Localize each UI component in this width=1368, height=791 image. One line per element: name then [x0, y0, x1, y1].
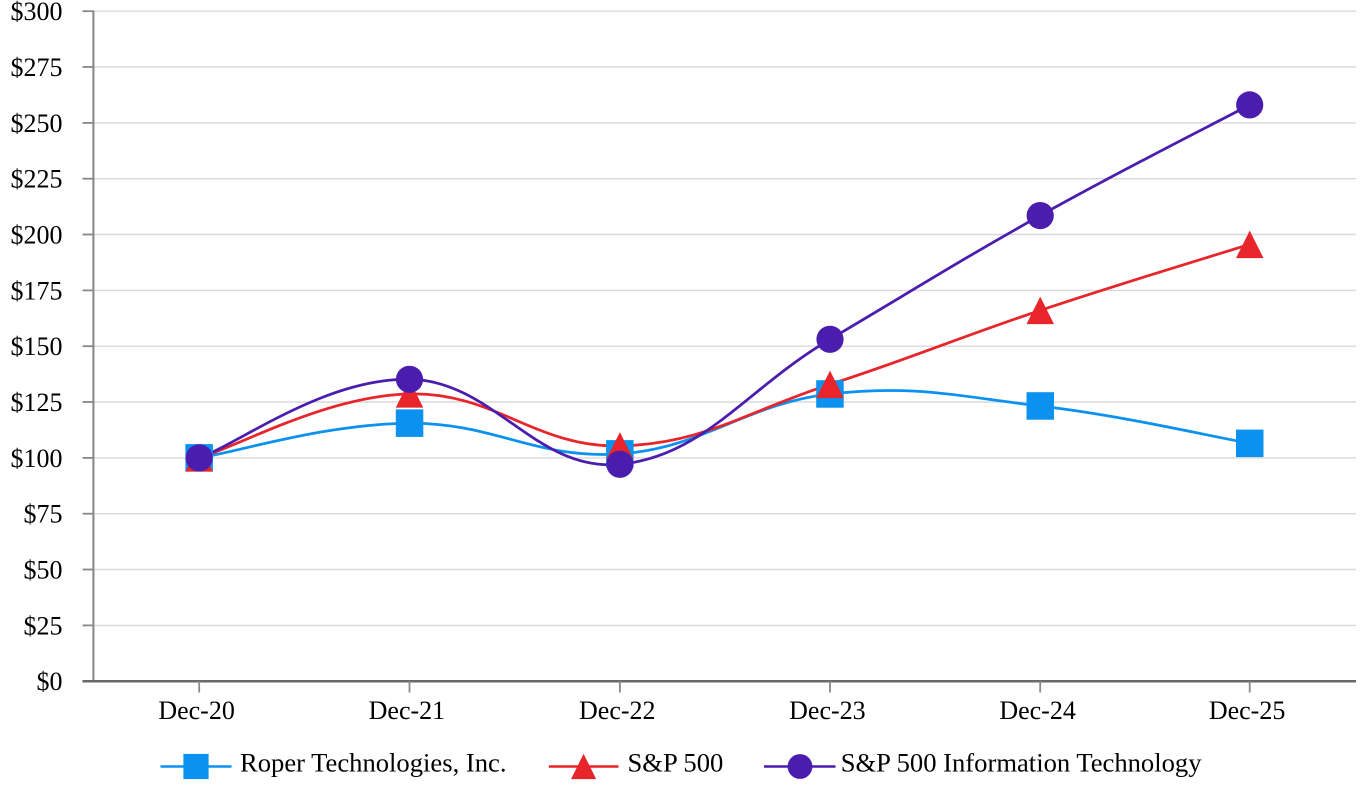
svg-text:$25: $25	[24, 611, 63, 640]
svg-text:$100: $100	[11, 444, 63, 473]
svg-text:$200: $200	[11, 221, 63, 250]
svg-text:$300: $300	[11, 0, 63, 26]
svg-text:$175: $175	[11, 276, 63, 305]
svg-text:Dec-20: Dec-20	[158, 696, 235, 725]
svg-text:Dec-24: Dec-24	[999, 696, 1076, 725]
svg-text:Dec-23: Dec-23	[789, 696, 866, 725]
svg-text:Dec-22: Dec-22	[579, 696, 656, 725]
svg-text:$50: $50	[24, 556, 63, 585]
svg-text:$275: $275	[11, 53, 63, 82]
svg-text:Dec-21: Dec-21	[369, 696, 446, 725]
svg-text:Dec-25: Dec-25	[1209, 696, 1286, 725]
svg-text:S&P 500: S&P 500	[628, 747, 724, 777]
svg-text:Roper Technologies, Inc.: Roper Technologies, Inc.	[240, 747, 506, 777]
svg-text:$0: $0	[37, 667, 63, 696]
svg-text:S&P 500 Information Technology: S&P 500 Information Technology	[841, 747, 1203, 777]
svg-text:$125: $125	[11, 388, 63, 417]
svg-text:$250: $250	[11, 109, 63, 138]
svg-text:$75: $75	[24, 500, 63, 529]
svg-text:$150: $150	[11, 332, 63, 361]
svg-text:$225: $225	[11, 165, 63, 194]
